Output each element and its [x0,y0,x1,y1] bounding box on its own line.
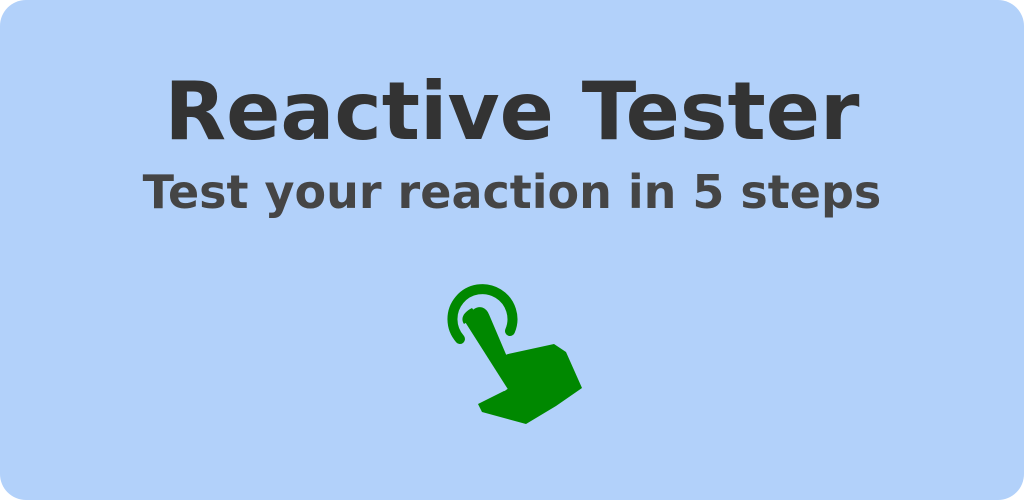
app-title: Reactive Tester [164,65,860,158]
tap-finger-icon [447,284,582,424]
app-subtitle: Test your reaction in 5 steps [142,165,882,219]
